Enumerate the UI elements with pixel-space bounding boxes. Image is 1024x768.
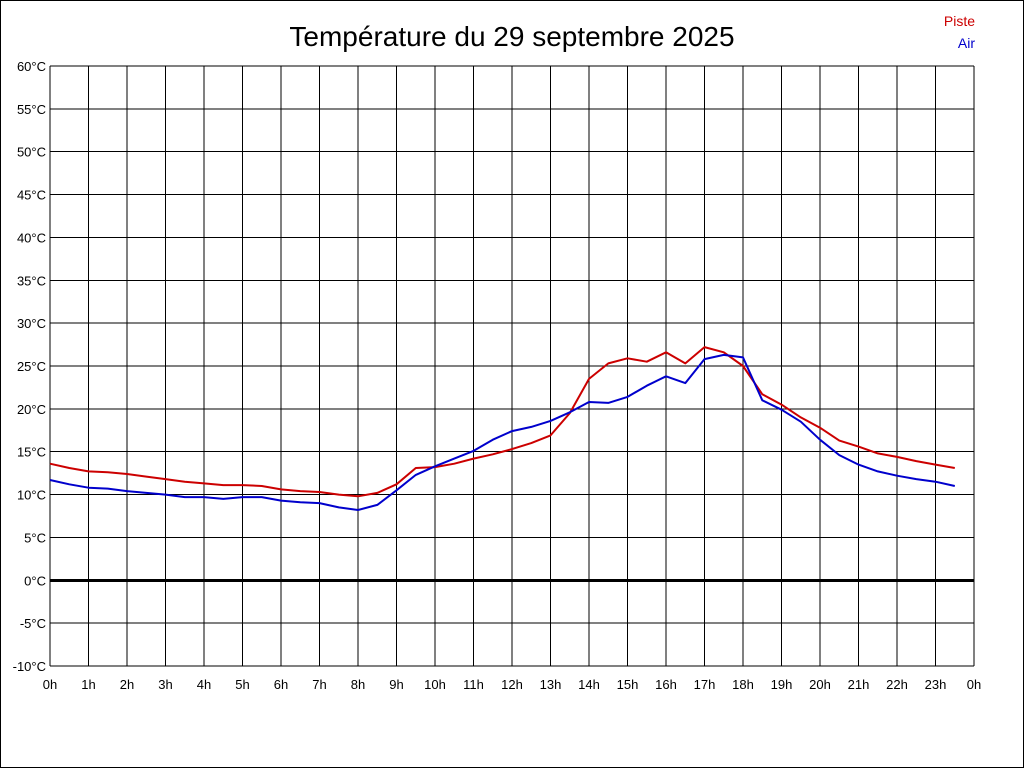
x-tick-label: 3h <box>158 677 172 692</box>
x-tick-label: 1h <box>81 677 95 692</box>
y-tick-label: 60°C <box>17 59 46 74</box>
x-tick-label: 2h <box>120 677 134 692</box>
x-tick-label: 17h <box>694 677 716 692</box>
x-tick-label: 5h <box>235 677 249 692</box>
x-tick-label: 16h <box>655 677 677 692</box>
y-tick-label: 45°C <box>17 188 46 203</box>
x-tick-label: 7h <box>312 677 326 692</box>
x-axis-labels: 0h 1h 2h 3h 4h 5h 6h 7h 8h 9h 10h 11h 12h 13h 14h 15h 16… <box>43 677 981 692</box>
x-tick-label: 8h <box>351 677 365 692</box>
x-tick-label: 14h <box>578 677 600 692</box>
x-tick-label: 11h <box>463 677 484 692</box>
grid <box>49 65 975 667</box>
y-tick-label: 10°C <box>17 488 46 503</box>
legend-item-piste: Piste <box>944 13 975 29</box>
y-tick-label: 55°C <box>17 102 46 117</box>
x-tick-label: 21h <box>848 677 870 692</box>
y-tick-label: 40°C <box>17 230 46 245</box>
y-tick-label: 30°C <box>17 316 46 331</box>
legend-item-air: Air <box>958 35 975 51</box>
y-tick-label: 50°C <box>17 145 46 160</box>
x-tick-label: 23h <box>925 677 947 692</box>
x-tick-label: 15h <box>617 677 639 692</box>
x-tick-label: 13h <box>540 677 562 692</box>
y-tick-label: 35°C <box>17 273 46 288</box>
y-tick-label: 15°C <box>17 445 46 460</box>
series-lines <box>49 346 956 511</box>
x-tick-label: 10h <box>424 677 446 692</box>
x-tick-label: 6h <box>274 677 288 692</box>
y-tick-label: 20°C <box>17 402 46 417</box>
y-tick-label: 5°C <box>24 530 46 545</box>
series-line-piste <box>49 346 955 498</box>
x-tick-label: 20h <box>809 677 831 692</box>
x-tick-label: 19h <box>771 677 793 692</box>
y-axis-labels: 60°C 55°C 50°C 45°C 40°C 35°C 30°C 25°C 20°C 15°C… <box>13 59 46 674</box>
x-tick-label: 0h <box>43 677 57 692</box>
x-tick-label: 12h <box>501 677 523 692</box>
x-tick-label: 18h <box>732 677 754 692</box>
y-tick-label: -5°C <box>20 616 46 631</box>
x-tick-label: 0h <box>967 677 981 692</box>
y-tick-label: -10°C <box>13 659 46 674</box>
y-tick-label: 25°C <box>17 359 46 374</box>
series-line-air <box>49 353 956 511</box>
x-tick-label: 22h <box>886 677 908 692</box>
x-tick-label: 4h <box>197 677 211 692</box>
x-tick-label: 9h <box>389 677 403 692</box>
legend: Piste Air <box>944 13 975 51</box>
chart-title: Température du 29 septembre 2025 <box>289 21 734 52</box>
y-tick-label: 0°C <box>24 573 46 588</box>
